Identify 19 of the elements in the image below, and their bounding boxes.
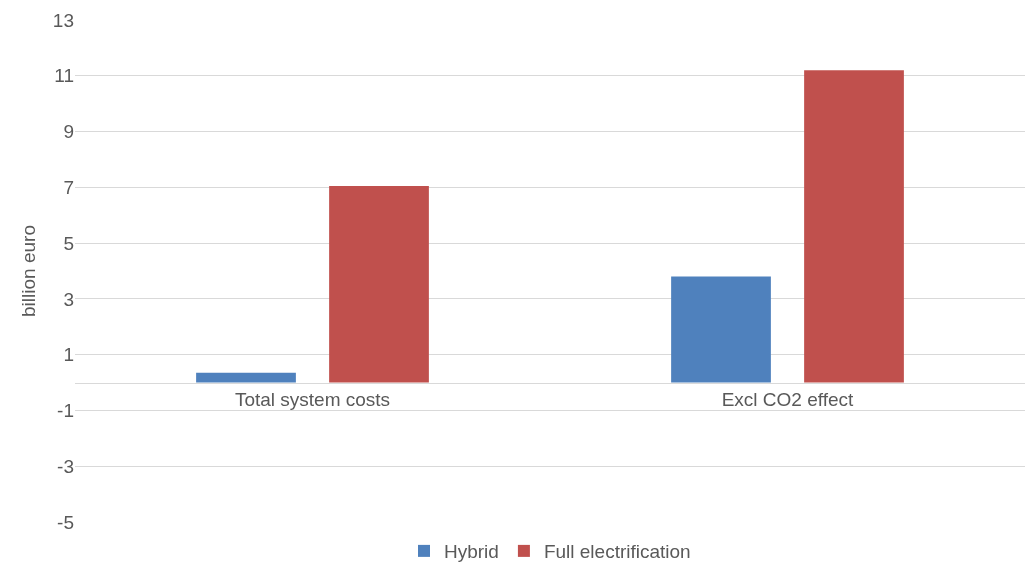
y-tick-label: 3 — [63, 288, 74, 310]
bar — [196, 372, 296, 383]
y-tick-label: 13 — [52, 9, 74, 31]
y-tick-label: 7 — [63, 176, 74, 198]
y-tick-label: 9 — [63, 121, 74, 143]
y-tick-label: -1 — [57, 400, 74, 422]
bar — [671, 276, 771, 383]
bar — [329, 185, 429, 383]
legend-label: Full electrification — [543, 541, 691, 563]
y-tick-label: -5 — [57, 511, 74, 533]
y-tick-label: 1 — [63, 344, 74, 366]
y-tick-label: 5 — [63, 232, 74, 254]
y-tick-label: -3 — [57, 455, 74, 477]
y-tick-label: 11 — [54, 65, 74, 87]
x-tick-label: Total system costs — [234, 389, 391, 411]
x-tick-label: Excl CO2 effect — [721, 389, 855, 411]
bar — [804, 70, 904, 383]
y-axis-title: billion euro — [17, 225, 39, 317]
legend-label: Hybrid — [444, 541, 499, 563]
